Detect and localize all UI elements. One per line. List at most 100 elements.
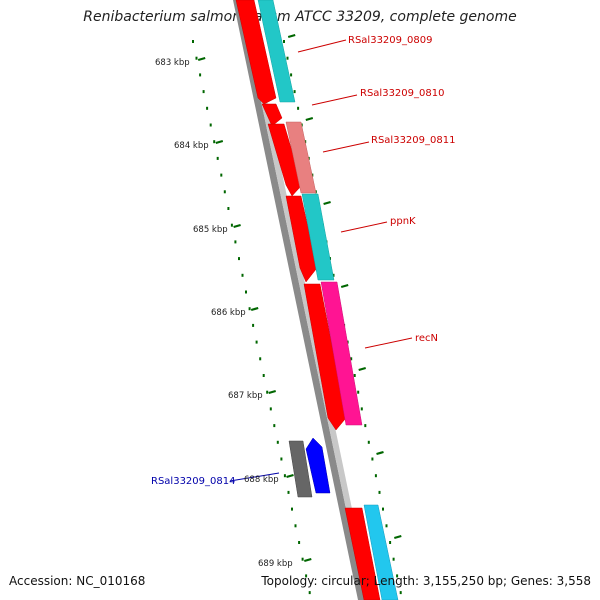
tick-mark <box>202 90 205 94</box>
callout-line <box>322 141 370 153</box>
cds-feature <box>235 0 277 105</box>
tick-mark <box>371 457 374 461</box>
gene-label[interactable]: recN <box>415 333 438 344</box>
tick-mark <box>305 574 308 578</box>
tick-track-major <box>197 33 402 563</box>
tick-mark <box>364 424 367 428</box>
tick-mark <box>220 173 223 177</box>
tick-mark <box>223 190 226 194</box>
tick-mark <box>290 73 293 77</box>
tick-mark <box>392 557 395 561</box>
tick-mark <box>280 457 283 461</box>
gene-label[interactable]: RSal33209_0809 <box>348 35 432 46</box>
tick-mark-major <box>303 557 312 563</box>
tick-mark <box>350 357 353 361</box>
tick-mark <box>332 273 335 277</box>
tick-mark <box>230 223 233 227</box>
tick-mark <box>357 390 360 394</box>
gene-feature <box>301 193 335 281</box>
tick-mark <box>308 591 311 595</box>
tick-mark <box>286 56 289 60</box>
tick-mark <box>276 440 279 444</box>
tick-mark <box>367 440 370 444</box>
tick-mark-major <box>250 306 259 312</box>
tick-label: 686 kbp <box>211 308 246 318</box>
tick-mark-major <box>286 473 294 479</box>
tick-mark <box>385 524 388 528</box>
tick-label: 687 kbp <box>228 391 263 401</box>
cds-feature <box>285 195 318 283</box>
callout-line <box>364 337 413 349</box>
tick-mark <box>192 40 194 43</box>
genome-summary: Topology: circular; Length: 3,155,250 bp… <box>261 574 591 588</box>
tick-mark <box>199 73 202 77</box>
cds-feature <box>267 123 303 197</box>
tick-mark <box>227 207 230 210</box>
tick-mark-major <box>215 139 224 145</box>
tick-mark-major <box>393 534 402 540</box>
tick-mark <box>234 240 237 244</box>
tick-mark <box>389 541 392 544</box>
genome-backbone-shadow <box>240 0 371 600</box>
tick-mark-major <box>358 366 367 372</box>
tick-label: 684 kbp <box>174 141 209 151</box>
tick-mark-major <box>305 116 314 122</box>
tick-mark <box>262 374 265 377</box>
tick-mark <box>294 524 297 528</box>
gene-feature <box>363 504 399 600</box>
tick-label: 683 kbp <box>155 58 190 68</box>
tick-mark <box>245 290 247 294</box>
tick-mark <box>374 474 377 478</box>
tick-mark <box>269 407 272 411</box>
callout-line <box>311 94 358 106</box>
tick-mark <box>238 257 240 261</box>
tick-mark <box>273 424 276 428</box>
tick-label: 685 kbp <box>193 225 228 235</box>
tick-mark-major <box>340 283 349 289</box>
tick-mark <box>293 90 296 94</box>
tick-mark <box>259 357 262 361</box>
gene-feature-blue <box>305 437 331 494</box>
tick-mark <box>287 490 290 494</box>
tick-mark-major <box>376 450 384 456</box>
callout-line <box>229 472 280 482</box>
genome-backbone <box>233 0 365 600</box>
callout-line <box>340 221 388 233</box>
gene-label[interactable]: RSal33209_0810 <box>360 88 444 99</box>
tick-mark-major <box>287 33 296 39</box>
tick-mark <box>255 340 258 344</box>
accession-text: Accession: NC_010168 <box>9 574 146 588</box>
cds-feature <box>261 103 283 127</box>
tick-mark-major <box>268 389 277 395</box>
tick-mark <box>195 56 198 60</box>
tick-mark <box>213 140 216 144</box>
gene-feature-gray <box>288 440 313 498</box>
tick-label: 689 kbp <box>258 559 293 569</box>
tick-mark-major <box>323 200 331 206</box>
cds-feature <box>303 283 347 431</box>
tick-mark <box>301 557 304 561</box>
tick-mark <box>241 273 244 277</box>
tick-track <box>192 40 402 595</box>
gene-feature <box>257 0 296 103</box>
tick-mark <box>382 507 384 511</box>
tick-mark-major <box>233 223 241 229</box>
tick-mark <box>396 574 399 578</box>
gene-feature <box>320 281 363 426</box>
tick-mark <box>399 591 402 595</box>
gene-label[interactable]: RSal33209_0811 <box>371 135 455 146</box>
gene-label[interactable]: ppnK <box>390 216 416 227</box>
tick-mark <box>283 474 286 478</box>
gene-feature <box>285 121 317 194</box>
tick-mark <box>360 407 363 411</box>
tick-mark <box>283 40 285 43</box>
tick-mark <box>291 507 293 511</box>
tick-mark <box>248 307 251 311</box>
tick-mark <box>297 106 300 110</box>
tick-mark <box>252 323 255 327</box>
tick-mark-major <box>197 56 206 62</box>
tick-mark <box>298 541 301 544</box>
gene-label[interactable]: RSal33209_0814 <box>151 476 235 487</box>
tick-mark <box>206 106 209 110</box>
